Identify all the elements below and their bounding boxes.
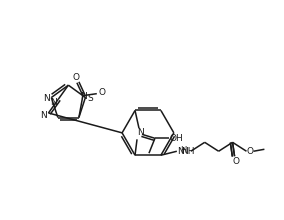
Text: S: S [87,94,93,103]
Text: O: O [232,157,239,166]
Text: N: N [178,147,184,156]
Text: N: N [43,94,50,103]
Text: O: O [98,88,105,97]
Text: N: N [80,92,87,101]
Text: O: O [72,73,80,82]
Text: N: N [40,112,47,121]
Text: O: O [247,147,254,156]
Text: O: O [169,134,176,143]
Text: N: N [50,97,57,106]
Text: NH: NH [181,147,194,156]
Text: H: H [176,134,182,143]
Text: N: N [137,128,143,137]
Text: H: H [181,146,187,155]
